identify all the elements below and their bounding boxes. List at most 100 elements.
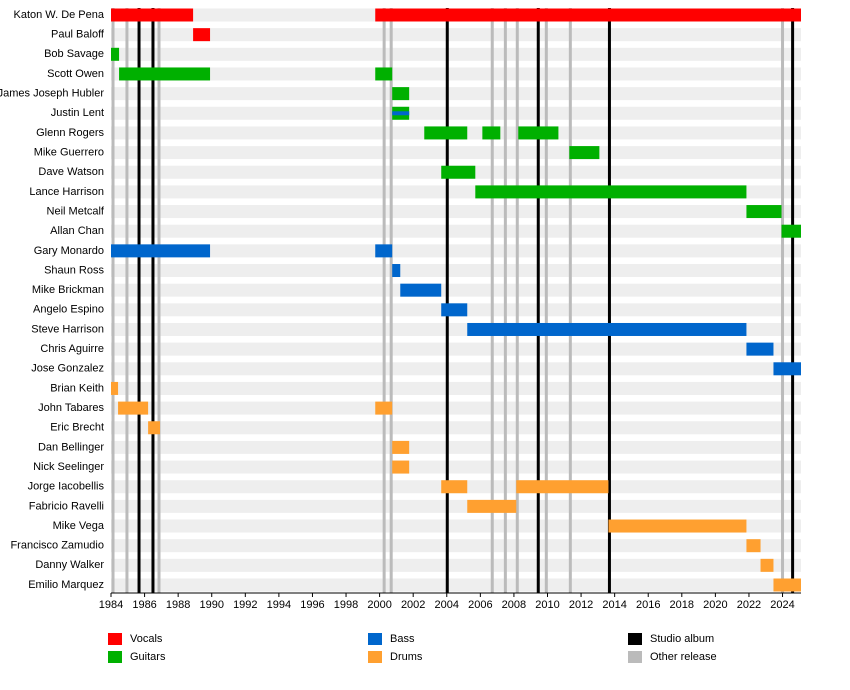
x-tick-label: 1988 (166, 599, 190, 611)
member-bar (111, 47, 120, 61)
legend-swatch (368, 651, 382, 663)
member-bar (760, 558, 774, 572)
legend-swatch (628, 633, 642, 645)
member-name: Katon W. De Pena (14, 9, 105, 21)
x-tick-label: 2014 (602, 599, 626, 611)
row-band (111, 28, 801, 42)
member-bar (193, 28, 211, 42)
legend-label: Drums (390, 651, 423, 663)
member-bar (441, 165, 476, 179)
member-bar (467, 322, 747, 336)
row-band (111, 558, 801, 572)
member-bar (392, 264, 401, 278)
x-tick-label: 2024 (770, 599, 794, 611)
row-band (111, 342, 801, 356)
row-band (111, 362, 801, 376)
member-name: Bob Savage (44, 48, 104, 60)
member-name: Dave Watson (38, 166, 104, 178)
legend-label: Studio album (650, 633, 714, 645)
row-band (111, 87, 801, 101)
member-name: Fabricio Ravelli (29, 500, 104, 512)
member-name: Gary Monardo (34, 245, 104, 257)
x-tick-label: 1986 (132, 599, 156, 611)
member-bar (441, 480, 468, 494)
member-name: Jose Gonzalez (31, 363, 104, 375)
member-bar (392, 111, 410, 116)
member-bar (392, 440, 410, 454)
row-band (111, 224, 801, 238)
member-bar (773, 578, 801, 592)
member-bar (773, 362, 801, 376)
member-name: James Joseph Hubler (0, 88, 104, 100)
x-tick-label: 1992 (233, 599, 257, 611)
x-tick-label: 2012 (569, 599, 593, 611)
legend-label: Guitars (130, 651, 166, 663)
x-tick-label: 2016 (636, 599, 660, 611)
member-bar (375, 401, 393, 415)
member-bar (392, 87, 410, 101)
member-name: Lance Harrison (29, 186, 104, 198)
row-band (111, 578, 801, 592)
member-bar (111, 8, 194, 22)
member-name: Mike Brickman (32, 284, 104, 296)
member-bar (608, 519, 747, 533)
x-tick-label: 1990 (199, 599, 223, 611)
member-name: Nick Seelinger (33, 461, 104, 473)
row-band (111, 421, 801, 435)
x-tick-label: 2020 (703, 599, 727, 611)
row-band (111, 381, 801, 395)
member-name: Emilio Marquez (28, 579, 104, 591)
member-name: Danny Walker (35, 559, 104, 571)
member-bar (375, 8, 801, 22)
x-tick-label: 2006 (468, 599, 492, 611)
member-name: Allan Chan (50, 225, 104, 237)
legend-swatch (108, 651, 122, 663)
x-tick-label: 2000 (367, 599, 391, 611)
row-band (111, 244, 801, 258)
member-name: Mike Guerrero (34, 146, 104, 158)
row-band (111, 440, 801, 454)
member-bar (375, 67, 393, 81)
row-band (111, 47, 801, 61)
member-bar (516, 480, 609, 494)
member-bar (518, 126, 559, 140)
member-name: John Tabares (38, 402, 104, 414)
row-band (111, 283, 801, 297)
x-tick-label: 2022 (737, 599, 761, 611)
member-bar (781, 224, 801, 238)
member-name: Eric Brecht (50, 422, 104, 434)
row-band (111, 264, 801, 278)
member-bar (118, 401, 149, 415)
member-bar (111, 381, 119, 395)
member-name: Francisco Zamudio (10, 540, 104, 552)
member-name: Paul Baloff (51, 29, 105, 41)
member-bar (441, 303, 468, 317)
member-bar (111, 244, 211, 258)
member-name: Dan Bellinger (38, 441, 104, 453)
member-name: Scott Owen (47, 68, 104, 80)
member-name: Steve Harrison (31, 323, 104, 335)
x-tick-label: 2018 (670, 599, 694, 611)
legend-swatch (368, 633, 382, 645)
x-tick-label: 1998 (334, 599, 358, 611)
legend-label: Vocals (130, 633, 163, 645)
member-name: Mike Vega (53, 520, 105, 532)
x-tick-label: 1994 (267, 599, 291, 611)
legend-swatch (108, 633, 122, 645)
x-tick-label: 2008 (502, 599, 526, 611)
member-bar (482, 126, 501, 140)
member-bar (475, 185, 747, 199)
member-bar (746, 205, 782, 219)
row-band (111, 460, 801, 474)
member-bar (375, 244, 393, 258)
member-bar (119, 67, 211, 81)
member-bar (424, 126, 468, 140)
row-band (111, 205, 801, 219)
member-name: Jorge Iacobellis (28, 481, 105, 493)
legend-label: Bass (390, 633, 415, 645)
legend-swatch (628, 651, 642, 663)
x-tick-label: 2002 (401, 599, 425, 611)
x-tick-label: 2004 (435, 599, 459, 611)
row-band (111, 401, 801, 415)
